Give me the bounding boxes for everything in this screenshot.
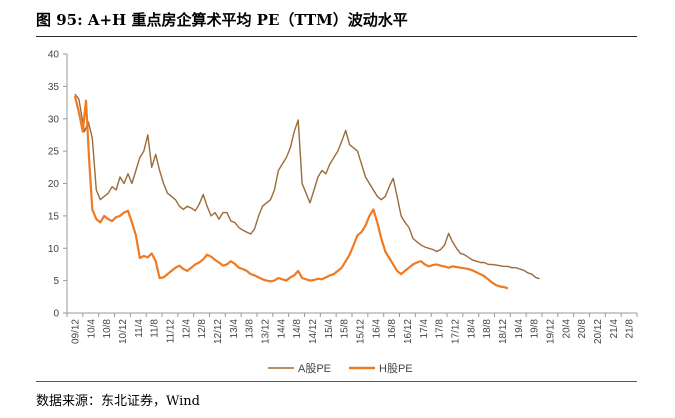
x-tick-label: 12/12: [213, 319, 224, 344]
x-tick-label: 13/4: [229, 319, 240, 339]
x-axis: 09/12 10/4 10/8 10/12 11/4 11/8 11/12 12/4 12/8 1…: [66, 312, 638, 344]
y-tick-label: 40: [48, 50, 60, 61]
series-line-h-share-pe: [73, 95, 509, 290]
x-tick-label: 19/12: [545, 319, 556, 344]
x-tick-label: 15/12: [355, 319, 366, 344]
x-tick-label: 14/8: [292, 319, 303, 339]
x-tick-label: 15/4: [324, 319, 335, 339]
x-tick-label: 21/4: [609, 319, 620, 339]
x-tick-label: 10/12: [118, 319, 129, 344]
chart-title: 图 95: A+H 重点房企算术平均 PE（TTM）波动水平: [36, 11, 408, 29]
x-tick-label: 17/8: [435, 319, 446, 339]
x-tick-label: 16/12: [403, 319, 414, 344]
y-tick-label: 5: [53, 276, 59, 287]
legend: A股PE H股PE: [268, 362, 413, 375]
x-tick-label: 16/4: [371, 319, 382, 339]
x-tick-label: 18/8: [482, 319, 493, 339]
x-tick-label: 10/8: [102, 319, 113, 339]
x-tick-label: 11/8: [150, 319, 161, 338]
x-tick-label: 18/4: [466, 319, 477, 339]
x-tick-label: 12/4: [181, 319, 192, 339]
x-tick-label: 20/8: [577, 319, 588, 339]
x-tick-label: 15/8: [340, 319, 351, 339]
x-tick-label: 11/4: [134, 319, 145, 338]
x-tick-label: 20/4: [561, 319, 572, 339]
legend-label: H股PE: [379, 362, 413, 375]
series-line-a-share-pe: [74, 93, 540, 280]
legend-label: A股PE: [298, 362, 331, 375]
x-tick-label: 10/4: [86, 319, 97, 339]
title-rule: [36, 36, 637, 37]
x-tick-label: 11/12: [165, 319, 176, 344]
series-layer: [73, 93, 540, 290]
x-tick-label: 19/4: [514, 319, 525, 339]
x-tick-label: 13/12: [260, 319, 271, 344]
x-tick-label: 13/8: [245, 319, 256, 339]
source-note: 数据来源：东北证券，Wind: [36, 394, 200, 409]
x-tick-label: 20/12: [593, 319, 604, 344]
y-tick-label: 25: [48, 147, 60, 158]
y-axis: 0 5 10 15 20 25 30 35 40: [48, 50, 68, 320]
x-tick-label: 14/12: [308, 319, 319, 344]
x-tick-label: 19/8: [530, 319, 541, 339]
x-tick-label: 21/8: [625, 319, 636, 339]
x-tick-label: 17/4: [419, 319, 430, 339]
x-tick-label: 18/12: [498, 319, 509, 344]
footer-rule: [36, 381, 637, 382]
x-tick-label: 09/12: [70, 319, 81, 344]
x-tick-label: 14/4: [276, 319, 287, 339]
x-tick-label: 17/12: [450, 319, 461, 344]
y-tick-label: 0: [53, 309, 59, 320]
y-tick-label: 35: [48, 82, 60, 93]
y-tick-label: 10: [48, 244, 60, 255]
y-tick-label: 30: [48, 114, 60, 125]
x-tick-label: 12/8: [197, 319, 208, 339]
x-tick-label: 16/8: [387, 319, 398, 339]
y-tick-label: 20: [48, 179, 60, 190]
y-tick-label: 15: [48, 211, 60, 222]
